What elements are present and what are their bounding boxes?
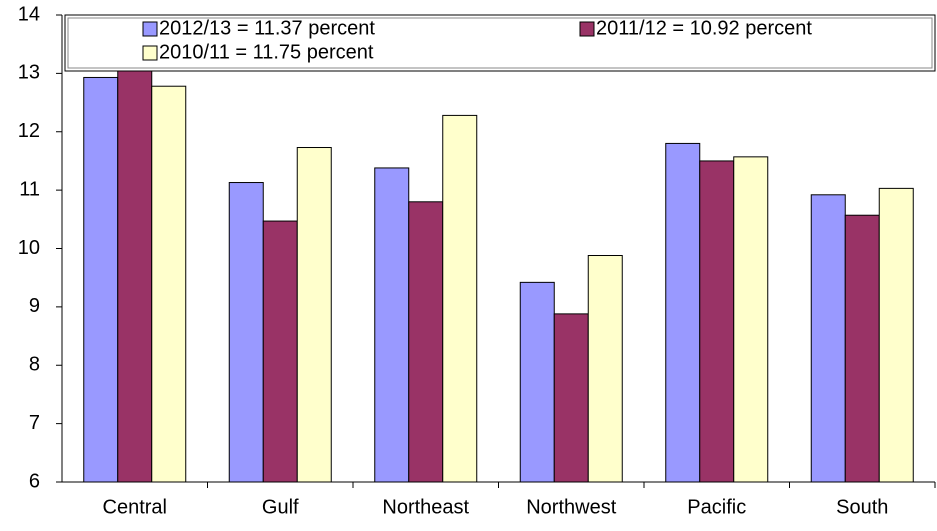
- legend-swatch: [142, 21, 158, 37]
- x-tick-label: Pacific: [687, 496, 746, 518]
- legend-label: 2010/11 = 11.75 percent: [159, 41, 374, 63]
- y-tick-label: 10: [18, 237, 40, 259]
- bar: [844, 214, 880, 483]
- bar: [519, 281, 555, 483]
- y-tick-label: 8: [29, 354, 40, 376]
- legend-label: 2011/12 = 10.92 percent: [596, 17, 812, 39]
- legend-swatch: [579, 21, 595, 37]
- bar: [151, 85, 187, 483]
- y-tick-label: 6: [29, 470, 40, 492]
- bar: [553, 313, 589, 483]
- x-tick-label: Central: [103, 496, 167, 518]
- y-tick-label: 13: [18, 62, 40, 84]
- bar: [810, 194, 846, 483]
- legend-swatch: [142, 45, 158, 61]
- x-tick-label: South: [836, 496, 888, 518]
- bar: [408, 201, 444, 483]
- x-tick-label: Northwest: [526, 496, 616, 518]
- bar: [699, 160, 735, 483]
- x-tick-label: Gulf: [262, 496, 299, 518]
- bar: [587, 255, 623, 483]
- bar: [296, 147, 332, 483]
- bar: [733, 156, 769, 483]
- y-tick-label: 14: [18, 3, 40, 25]
- legend-box: [64, 14, 936, 72]
- y-tick-label: 9: [29, 295, 40, 317]
- y-tick-label: 11: [19, 178, 40, 200]
- bar: [83, 76, 119, 483]
- bar: [262, 220, 298, 483]
- y-tick-label: 7: [29, 412, 40, 434]
- bar: [228, 182, 264, 483]
- legend-label: 2012/13 = 11.37 percent: [159, 17, 375, 39]
- bar: [665, 142, 701, 483]
- bar: [878, 187, 914, 483]
- bar: [117, 64, 153, 483]
- y-tick-label: 12: [18, 120, 40, 142]
- bar: [374, 167, 410, 483]
- x-tick-label: Northeast: [382, 496, 469, 518]
- legend-box-inner: [67, 17, 933, 69]
- bar: [442, 114, 478, 483]
